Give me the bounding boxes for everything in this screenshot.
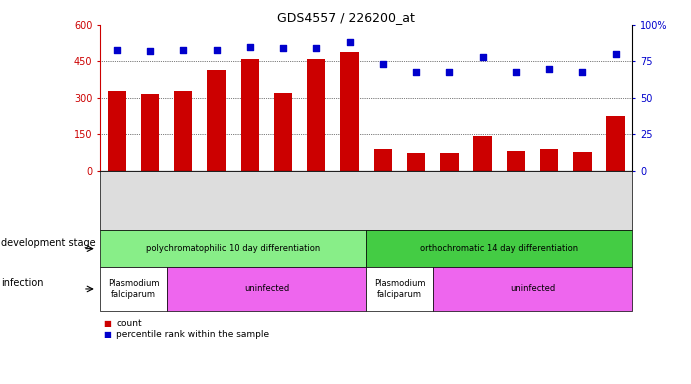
Point	[610, 51, 621, 57]
Point	[211, 47, 222, 53]
Point	[477, 54, 488, 60]
Bar	[507, 151, 525, 171]
Point	[144, 48, 155, 54]
Point	[410, 69, 422, 75]
Text: count: count	[116, 319, 142, 328]
Bar	[407, 153, 425, 171]
Text: infection: infection	[1, 278, 44, 288]
Bar	[574, 152, 591, 171]
Point	[278, 45, 289, 51]
Bar	[207, 70, 226, 171]
Point	[111, 47, 122, 53]
Bar	[607, 116, 625, 171]
Bar	[108, 91, 126, 171]
Text: GDS4557 / 226200_at: GDS4557 / 226200_at	[276, 12, 415, 25]
Bar	[440, 153, 459, 171]
Text: development stage: development stage	[1, 238, 96, 248]
Point	[544, 66, 555, 72]
Point	[444, 69, 455, 75]
Text: uninfected: uninfected	[244, 285, 289, 293]
Point	[577, 69, 588, 75]
Bar	[307, 59, 325, 171]
Point	[178, 47, 189, 53]
Bar	[274, 93, 292, 171]
Point	[311, 45, 322, 51]
Text: ■: ■	[104, 329, 111, 339]
Bar	[374, 149, 392, 171]
Bar	[174, 91, 193, 171]
Point	[344, 40, 355, 46]
Point	[245, 44, 256, 50]
Point	[377, 61, 388, 68]
Text: orthochromatic 14 day differentiation: orthochromatic 14 day differentiation	[420, 244, 578, 253]
Point	[511, 69, 522, 75]
Bar	[240, 59, 259, 171]
Bar	[141, 94, 159, 171]
Text: ■: ■	[104, 319, 111, 328]
Text: percentile rank within the sample: percentile rank within the sample	[116, 329, 269, 339]
Text: uninfected: uninfected	[510, 285, 555, 293]
Text: Plasmodium
falciparum: Plasmodium falciparum	[108, 279, 159, 299]
Bar	[341, 52, 359, 171]
Bar	[473, 136, 492, 171]
Bar	[540, 149, 558, 171]
Text: polychromatophilic 10 day differentiation: polychromatophilic 10 day differentiatio…	[146, 244, 321, 253]
Text: Plasmodium
falciparum: Plasmodium falciparum	[374, 279, 425, 299]
